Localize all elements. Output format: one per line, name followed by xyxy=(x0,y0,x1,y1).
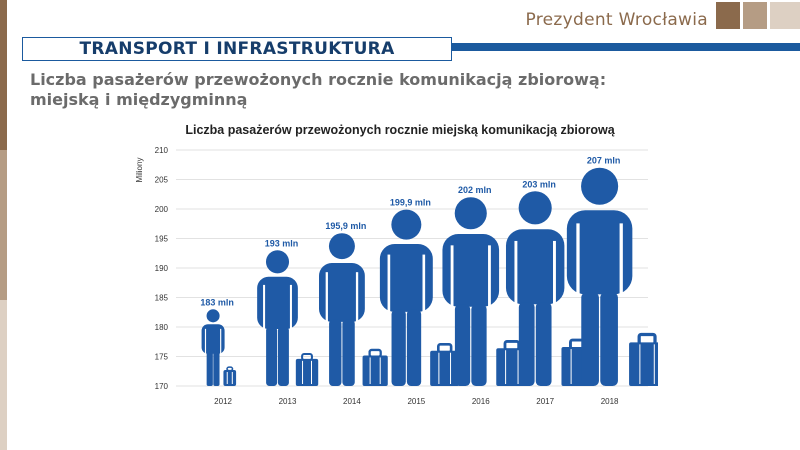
y-tick-label: 175 xyxy=(155,353,169,362)
y-tick-label: 205 xyxy=(155,176,169,185)
person-with-suitcase-icon xyxy=(379,209,460,386)
title-accent-line xyxy=(452,43,800,51)
figure-leg xyxy=(342,319,355,386)
figure-leg xyxy=(213,351,220,386)
section-title: TRANSPORT I INFRASTRUKTURA xyxy=(79,39,395,59)
figure-leg xyxy=(206,351,213,386)
figure-head xyxy=(206,309,220,323)
chart-title: Liczba pasażerów przewożonych rocznie mi… xyxy=(185,123,615,137)
suitcase-body xyxy=(362,355,388,386)
suitcase-body xyxy=(223,370,237,386)
person-with-suitcase-icon xyxy=(442,197,528,386)
y-tick-label: 200 xyxy=(155,205,169,214)
slide-subtitle: Liczba pasażerów przewożonych rocznie ko… xyxy=(30,70,607,109)
figure-head xyxy=(265,250,290,274)
figure-torso xyxy=(566,210,633,295)
figure-head xyxy=(518,191,552,225)
figure-leg xyxy=(518,302,535,386)
x-tick-label: 2015 xyxy=(407,397,425,406)
suitcase-body xyxy=(629,342,658,386)
x-tick-label: 2012 xyxy=(214,397,232,406)
x-tick-label: 2016 xyxy=(472,397,490,406)
brand-squares xyxy=(716,2,800,29)
x-tick-label: 2018 xyxy=(601,397,619,406)
data-label: 195,9 mln xyxy=(325,221,366,231)
y-tick-label: 210 xyxy=(155,146,169,155)
figure-torso xyxy=(442,234,500,307)
figure-leg xyxy=(600,292,618,386)
figure-torso xyxy=(319,262,365,322)
figure-leg xyxy=(454,304,471,386)
y-tick-label: 170 xyxy=(155,382,169,391)
x-tick-label: 2013 xyxy=(279,397,297,406)
suitcase-body xyxy=(430,350,460,386)
figure-leg xyxy=(535,302,552,386)
figure-leg xyxy=(471,304,487,386)
data-label: 202 mln xyxy=(458,185,492,195)
figure-torso xyxy=(257,276,298,330)
person-with-suitcase-icon xyxy=(201,309,237,386)
y-tick-label: 185 xyxy=(155,294,169,303)
data-label: 183 mln xyxy=(200,297,234,307)
passengers-chart: Liczba pasażerów przewożonych rocznie mi… xyxy=(135,123,658,406)
figure-torso xyxy=(379,243,433,312)
person-with-suitcase-icon xyxy=(319,233,388,386)
figure-torso xyxy=(201,324,225,354)
figure-leg xyxy=(581,292,599,386)
data-label: 199,9 mln xyxy=(390,198,431,208)
section-title-band: TRANSPORT I INFRASTRUKTURA xyxy=(22,37,452,61)
y-axis-label: Miliony xyxy=(135,158,144,183)
data-label: 207 mln xyxy=(587,156,621,166)
x-tick-label: 2017 xyxy=(536,397,554,406)
y-tick-label: 190 xyxy=(155,264,169,273)
person-with-suitcase-icon xyxy=(257,250,319,386)
figure-head xyxy=(328,233,355,260)
y-tick-label: 195 xyxy=(155,235,169,244)
data-label: 193 mln xyxy=(265,238,299,248)
figure-leg xyxy=(391,309,406,386)
y-tick-label: 180 xyxy=(155,323,169,332)
brand-name: Prezydent Wrocławia xyxy=(525,10,708,30)
data-label: 203 mln xyxy=(522,179,556,189)
figure-head xyxy=(391,209,422,240)
figure-head xyxy=(581,167,619,205)
figure-leg xyxy=(277,327,289,386)
x-tick-label: 2014 xyxy=(343,397,361,406)
left-decorative-stripe xyxy=(0,0,7,450)
figure-torso xyxy=(505,229,565,305)
suitcase-body xyxy=(295,358,319,386)
figure-leg xyxy=(406,309,422,386)
figure-head xyxy=(454,197,487,230)
person-with-suitcase-icon xyxy=(566,167,658,386)
figure-leg xyxy=(266,327,278,386)
figure-leg xyxy=(329,319,342,386)
